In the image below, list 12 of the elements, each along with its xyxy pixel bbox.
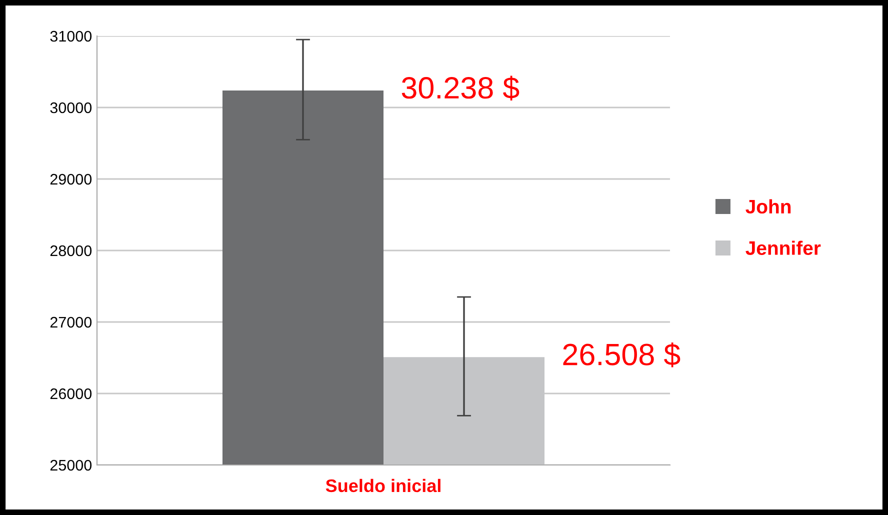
x-tick-label: Sueldo inicial (326, 478, 440, 492)
annotation: 30.238 $ (402, 76, 520, 101)
y-tick-label: 26000 (50, 388, 92, 400)
y-tick-label: 31000 (50, 30, 92, 42)
annotation: 26.508 $ (563, 342, 680, 368)
legend-label: Jennifer (746, 240, 821, 255)
y-tick-label: 30000 (50, 102, 92, 114)
y-tick-label: 29000 (50, 174, 92, 185)
y-tick-label: 27000 (50, 316, 92, 328)
y-tick-label: 28000 (50, 245, 92, 256)
legend-label: John (746, 199, 791, 214)
y-tick-label: 25000 (50, 460, 92, 471)
